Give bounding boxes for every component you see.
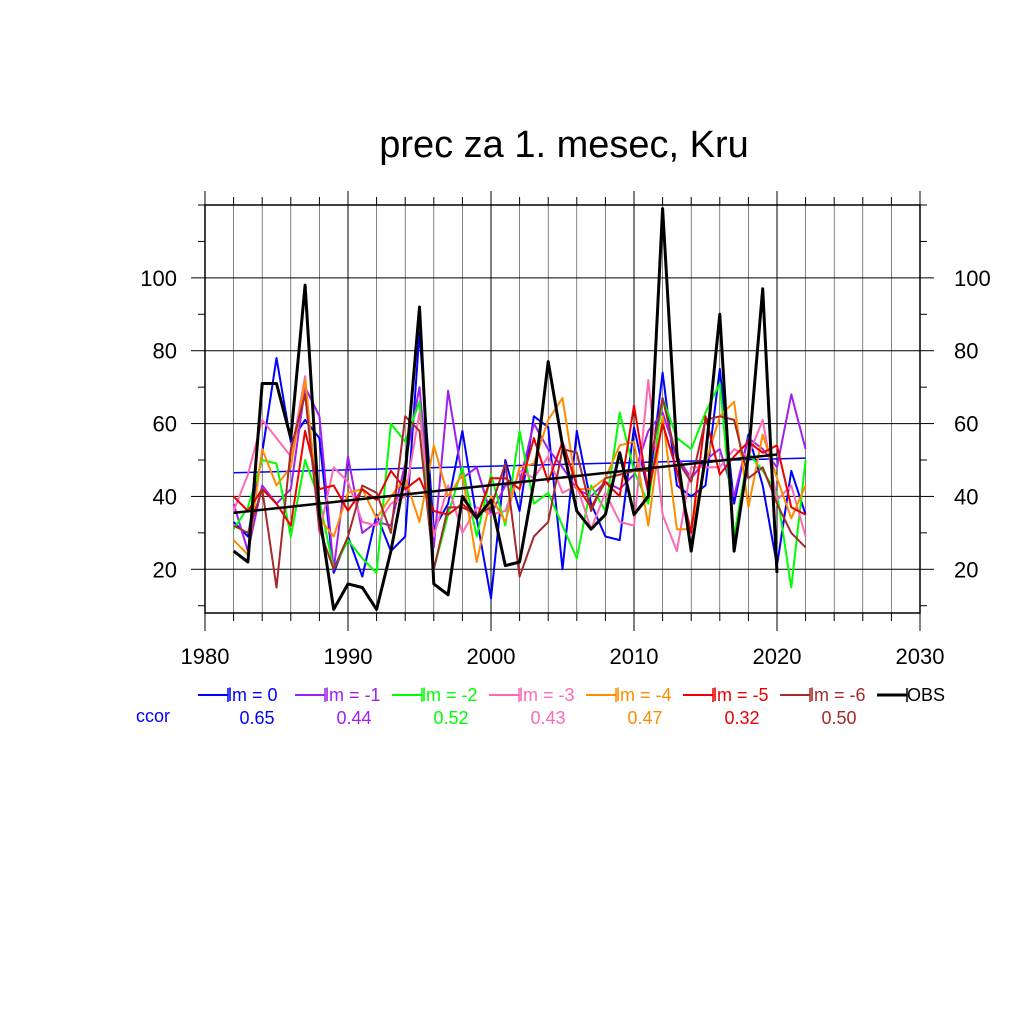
legend-label-lm-4: lm = -4 [616,685,672,705]
ccor-value-lm-5: 0.32 [724,708,759,728]
chart-title: prec za 1. mesec, Kru [379,124,749,166]
y-tick-label-right: 60 [954,412,978,437]
series-line-lm-4 [232,378,807,563]
ccor-label: ccor [136,706,170,726]
x-tick-label: 2020 [753,644,802,669]
y-tick-label-left: 20 [153,557,177,582]
ccor-value-lm-2: 0.52 [433,708,468,728]
ccor-value-lm-0: 0.65 [239,708,274,728]
plot-frame [204,204,921,614]
x-tick-label: 2010 [610,644,659,669]
y-tick-label-right: 20 [954,557,978,582]
y-tick-label-left: 60 [153,412,177,437]
legend: lm = 0 0.65 lm = -1 0.44 lm = -2 0.52 lm = -3 0… [198,685,945,728]
legend-label-lm-5: lm = -5 [713,685,769,705]
x-tick-label: 2030 [896,644,945,669]
legend-label-lm-1: lm = -1 [325,685,381,705]
legend-label-lm-6: lm = -6 [810,685,866,705]
ccor-value-lm-3: 0.43 [530,708,565,728]
y-tick-label-left: 40 [153,484,177,509]
legend-label-obs: OBS [907,685,945,705]
y-tick-label-right: 100 [954,266,991,291]
ccor-value-lm-6: 0.50 [821,708,856,728]
trend-line-obs [233,453,778,515]
legend-label-lm-3: lm = -3 [519,685,575,705]
x-tick-label: 1990 [324,644,373,669]
legend-label-lm-2: lm = -2 [422,685,478,705]
series-lines [232,207,807,611]
series-line-obs [232,207,779,611]
series-line-lm-5 [232,404,807,534]
ccor-value-lm-1: 0.44 [336,708,371,728]
y-tick-label-left: 80 [153,339,177,364]
legend-label-lm-0: lm = 0 [228,685,278,705]
y-tick-label-right: 80 [954,339,978,364]
ccor-value-lm-4: 0.47 [627,708,662,728]
x-tick-label: 1980 [181,644,230,669]
y-tick-label-left: 100 [140,266,177,291]
y-tick-label-right: 40 [954,484,978,509]
x-tick-label: 2000 [467,644,516,669]
